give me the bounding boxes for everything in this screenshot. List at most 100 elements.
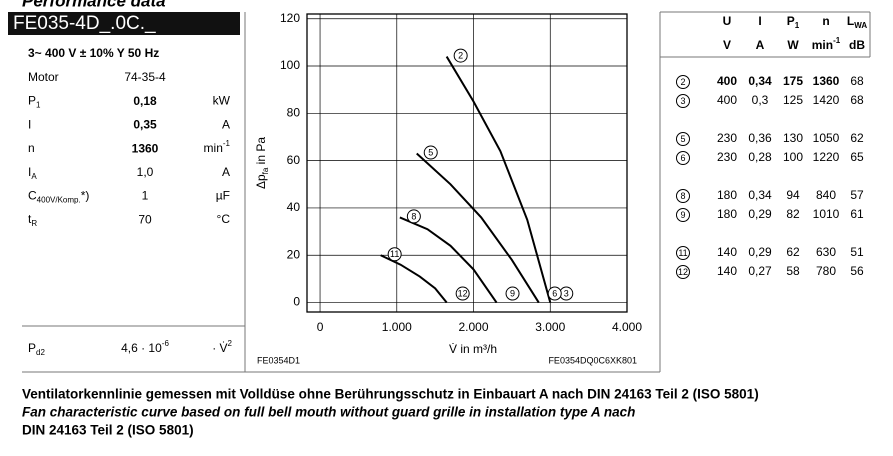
cell: 51 (850, 245, 864, 259)
spec-value: 1,0 (137, 165, 154, 179)
spec-unit: A (222, 165, 230, 179)
cell: 180 (717, 207, 737, 221)
curve-label: 8 (411, 211, 416, 221)
spec-label-sub: 400V/Komp. (37, 196, 81, 205)
id-circle (676, 189, 690, 203)
cell: 100 (783, 150, 803, 164)
x-tick-label: 2.000 (459, 320, 489, 334)
cell: 0,28 (748, 150, 772, 164)
id-circle (676, 246, 690, 260)
column-symbol: P1 (787, 14, 800, 30)
curve-label: 11 (390, 249, 399, 259)
curve-label-circle (455, 286, 470, 301)
column-unit: A (756, 38, 765, 52)
curve-label-circle (423, 145, 438, 160)
cell: 0,3 (752, 93, 769, 107)
curve (399, 216, 498, 304)
cell: 400 (717, 74, 737, 88)
cell: 0,36 (748, 131, 772, 145)
y-axis-label-suffix: in Pa (254, 137, 268, 168)
y-axis-label-main: Δp (254, 174, 268, 189)
caption: DIN 24163 Teil 2 (ISO 5801) (22, 423, 194, 438)
id-circle (676, 132, 690, 146)
x-tick-label: 0 (317, 320, 324, 334)
column-unit-main: min (812, 38, 833, 52)
x-tick-label: 3.000 (535, 320, 565, 334)
curve-label: 6 (552, 288, 557, 298)
spec-label: I (28, 118, 31, 132)
column-symbol-sub: 1 (795, 21, 800, 30)
column-unit: dB (849, 38, 865, 52)
x-tick-label: 1.000 (382, 320, 412, 334)
spec-value-main: 4,6 · 10 (121, 341, 162, 355)
spec-unit-sup: 2 (228, 339, 233, 348)
curve-label-circle (547, 286, 562, 301)
cell: 65 (850, 150, 864, 164)
cell: 400 (717, 93, 737, 107)
cell: 82 (786, 207, 800, 221)
column-symbol: I (758, 14, 761, 28)
row-id: 8 (680, 191, 685, 201)
spec-label: n (28, 141, 35, 155)
curve (416, 152, 540, 304)
column-unit: min-1 (812, 36, 841, 52)
cell: 1010 (813, 207, 840, 221)
cell: 630 (816, 245, 836, 259)
column-symbol-main: L (847, 14, 854, 28)
spec-value: 70 (138, 212, 152, 226)
column-symbol-main: I (758, 14, 761, 28)
cell: 0,29 (748, 207, 772, 221)
cell: 0,34 (748, 188, 772, 202)
column-symbol: U (723, 14, 732, 28)
curve (380, 254, 448, 304)
cell: 0,29 (748, 245, 772, 259)
cell: 0,27 (748, 264, 772, 278)
column-symbol-main: U (723, 14, 732, 28)
y-axis-label-sub: fa (261, 167, 270, 174)
spec-unit-main: A (222, 165, 230, 179)
spec-unit-main: A (222, 118, 230, 132)
spec-label-main: n (28, 141, 35, 155)
spec-value: 0,35 (133, 118, 157, 132)
spec-unit: min-1 (204, 139, 231, 155)
spec-label: C400V/Komp.*) (28, 189, 89, 205)
spec-unit: µF (216, 189, 230, 203)
spec-unit-main: min (204, 141, 223, 155)
column-symbol-main: n (822, 14, 829, 28)
row-id: 6 (680, 153, 685, 163)
caption: Ventilatorkennlinie gemessen mit Volldüs… (22, 387, 759, 402)
cell: 140 (717, 264, 737, 278)
curve-label-circle (453, 48, 468, 63)
curve-label: 9 (510, 288, 515, 298)
id-circle (676, 94, 690, 108)
spec-label-sub: 1 (36, 101, 41, 110)
spec-label-sub: d2 (36, 348, 45, 357)
cell: 62 (850, 131, 864, 145)
supply: 3~ 400 V ± 10% Y 50 Hz (28, 46, 159, 60)
spec-value: 74-35-4 (124, 70, 166, 84)
cell: 125 (783, 93, 803, 107)
curve-label: 2 (458, 50, 463, 60)
x-tick-label: 4.000 (612, 320, 642, 334)
spec-unit: kW (213, 94, 231, 108)
cell: 230 (717, 131, 737, 145)
chart-code: FE0354DQ0C6XK801 (548, 355, 637, 365)
row-id: 3 (680, 96, 685, 106)
spec-label: IA (28, 165, 37, 181)
caption: Fan characteristic curve based on full b… (22, 405, 635, 420)
chart-code: FE0354D1 (257, 355, 300, 365)
spec-label-main: t (28, 212, 32, 226)
spec-unit-main: kW (213, 94, 231, 108)
y-tick-label: 120 (280, 11, 300, 25)
spec-label-main: Motor (28, 70, 59, 84)
cell: 62 (786, 245, 800, 259)
column-symbol-main: P (787, 14, 795, 28)
spec-unit-main: µF (216, 189, 230, 203)
y-tick-label: 80 (287, 106, 301, 120)
column-unit-sup: -1 (833, 36, 841, 45)
cell: 1050 (813, 131, 840, 145)
cell: 175 (783, 74, 803, 88)
curve-label: 12 (458, 288, 468, 298)
spec-label-main: I (28, 118, 31, 132)
